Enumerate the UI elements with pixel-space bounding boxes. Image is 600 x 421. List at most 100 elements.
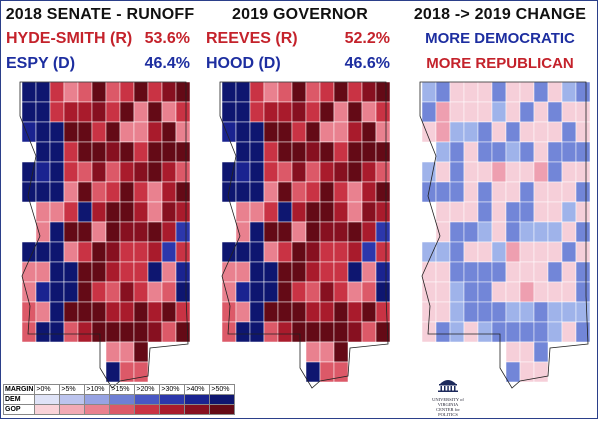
county	[133, 221, 149, 243]
county	[235, 221, 251, 243]
county	[63, 221, 79, 243]
county	[77, 321, 93, 343]
county	[221, 241, 237, 263]
county	[519, 81, 535, 103]
county	[449, 181, 465, 203]
county	[277, 261, 293, 283]
county	[77, 81, 93, 103]
county	[49, 121, 65, 143]
county	[375, 141, 391, 163]
county	[533, 161, 549, 183]
county	[333, 161, 349, 183]
county	[235, 121, 251, 143]
county	[49, 81, 65, 103]
county	[347, 301, 363, 323]
county	[491, 241, 507, 263]
legend-dem-label: DEM	[2, 394, 36, 405]
county	[133, 261, 149, 283]
county	[161, 161, 177, 183]
county	[477, 161, 493, 183]
county	[105, 161, 121, 183]
county	[119, 281, 135, 303]
county	[375, 181, 391, 203]
county	[175, 81, 191, 103]
county	[449, 301, 465, 323]
county	[435, 301, 451, 323]
county	[35, 81, 51, 103]
county	[263, 301, 279, 323]
county	[63, 161, 79, 183]
county	[463, 101, 479, 123]
county	[133, 281, 149, 303]
legend-gop-swatch	[109, 404, 136, 415]
county	[561, 281, 577, 303]
county	[147, 181, 163, 203]
county	[35, 181, 51, 203]
county	[547, 121, 563, 143]
county	[347, 261, 363, 283]
county	[449, 81, 465, 103]
county	[161, 301, 177, 323]
county	[533, 181, 549, 203]
county	[161, 121, 177, 143]
county	[35, 261, 51, 283]
county	[277, 241, 293, 263]
county	[77, 101, 93, 123]
county	[477, 141, 493, 163]
county	[421, 81, 437, 103]
county	[249, 81, 265, 103]
county	[477, 241, 493, 263]
county	[263, 201, 279, 223]
county	[347, 121, 363, 143]
county	[133, 301, 149, 323]
county	[505, 141, 521, 163]
county	[175, 221, 191, 243]
county	[477, 181, 493, 203]
county	[519, 201, 535, 223]
county	[435, 221, 451, 243]
county	[477, 321, 493, 343]
candidate-row-democrat: ESPY (D) 46.4%	[6, 55, 194, 77]
county	[375, 101, 391, 123]
county	[119, 101, 135, 123]
county-grid	[221, 81, 391, 383]
county	[277, 101, 293, 123]
candidate-name: ESPY (D)	[6, 55, 76, 72]
county	[147, 261, 163, 283]
county	[533, 301, 549, 323]
county	[533, 281, 549, 303]
county	[263, 101, 279, 123]
county	[449, 141, 465, 163]
county	[63, 141, 79, 163]
county	[175, 181, 191, 203]
county	[277, 181, 293, 203]
county	[491, 141, 507, 163]
county	[561, 81, 577, 103]
county	[547, 81, 563, 103]
county	[491, 121, 507, 143]
county	[375, 241, 391, 263]
county	[291, 261, 307, 283]
county	[263, 221, 279, 243]
county	[505, 101, 521, 123]
county	[561, 101, 577, 123]
mississippi-county-map-governor	[219, 81, 391, 389]
county	[333, 141, 349, 163]
county	[575, 121, 591, 143]
county	[505, 221, 521, 243]
county	[463, 301, 479, 323]
county	[375, 321, 391, 343]
county	[91, 301, 107, 323]
county	[91, 81, 107, 103]
county	[449, 261, 465, 283]
county	[533, 361, 549, 383]
county	[77, 301, 93, 323]
county	[35, 241, 51, 263]
candidate-row-democrat: HOOD (D) 46.6%	[206, 55, 394, 77]
county	[435, 121, 451, 143]
candidate-percent: 53.6%	[144, 30, 190, 47]
county	[519, 121, 535, 143]
panel-change: 2018 -> 2019 CHANGE MORE DEMOCRATIC MORE…	[400, 0, 600, 421]
county	[49, 241, 65, 263]
county	[105, 301, 121, 323]
